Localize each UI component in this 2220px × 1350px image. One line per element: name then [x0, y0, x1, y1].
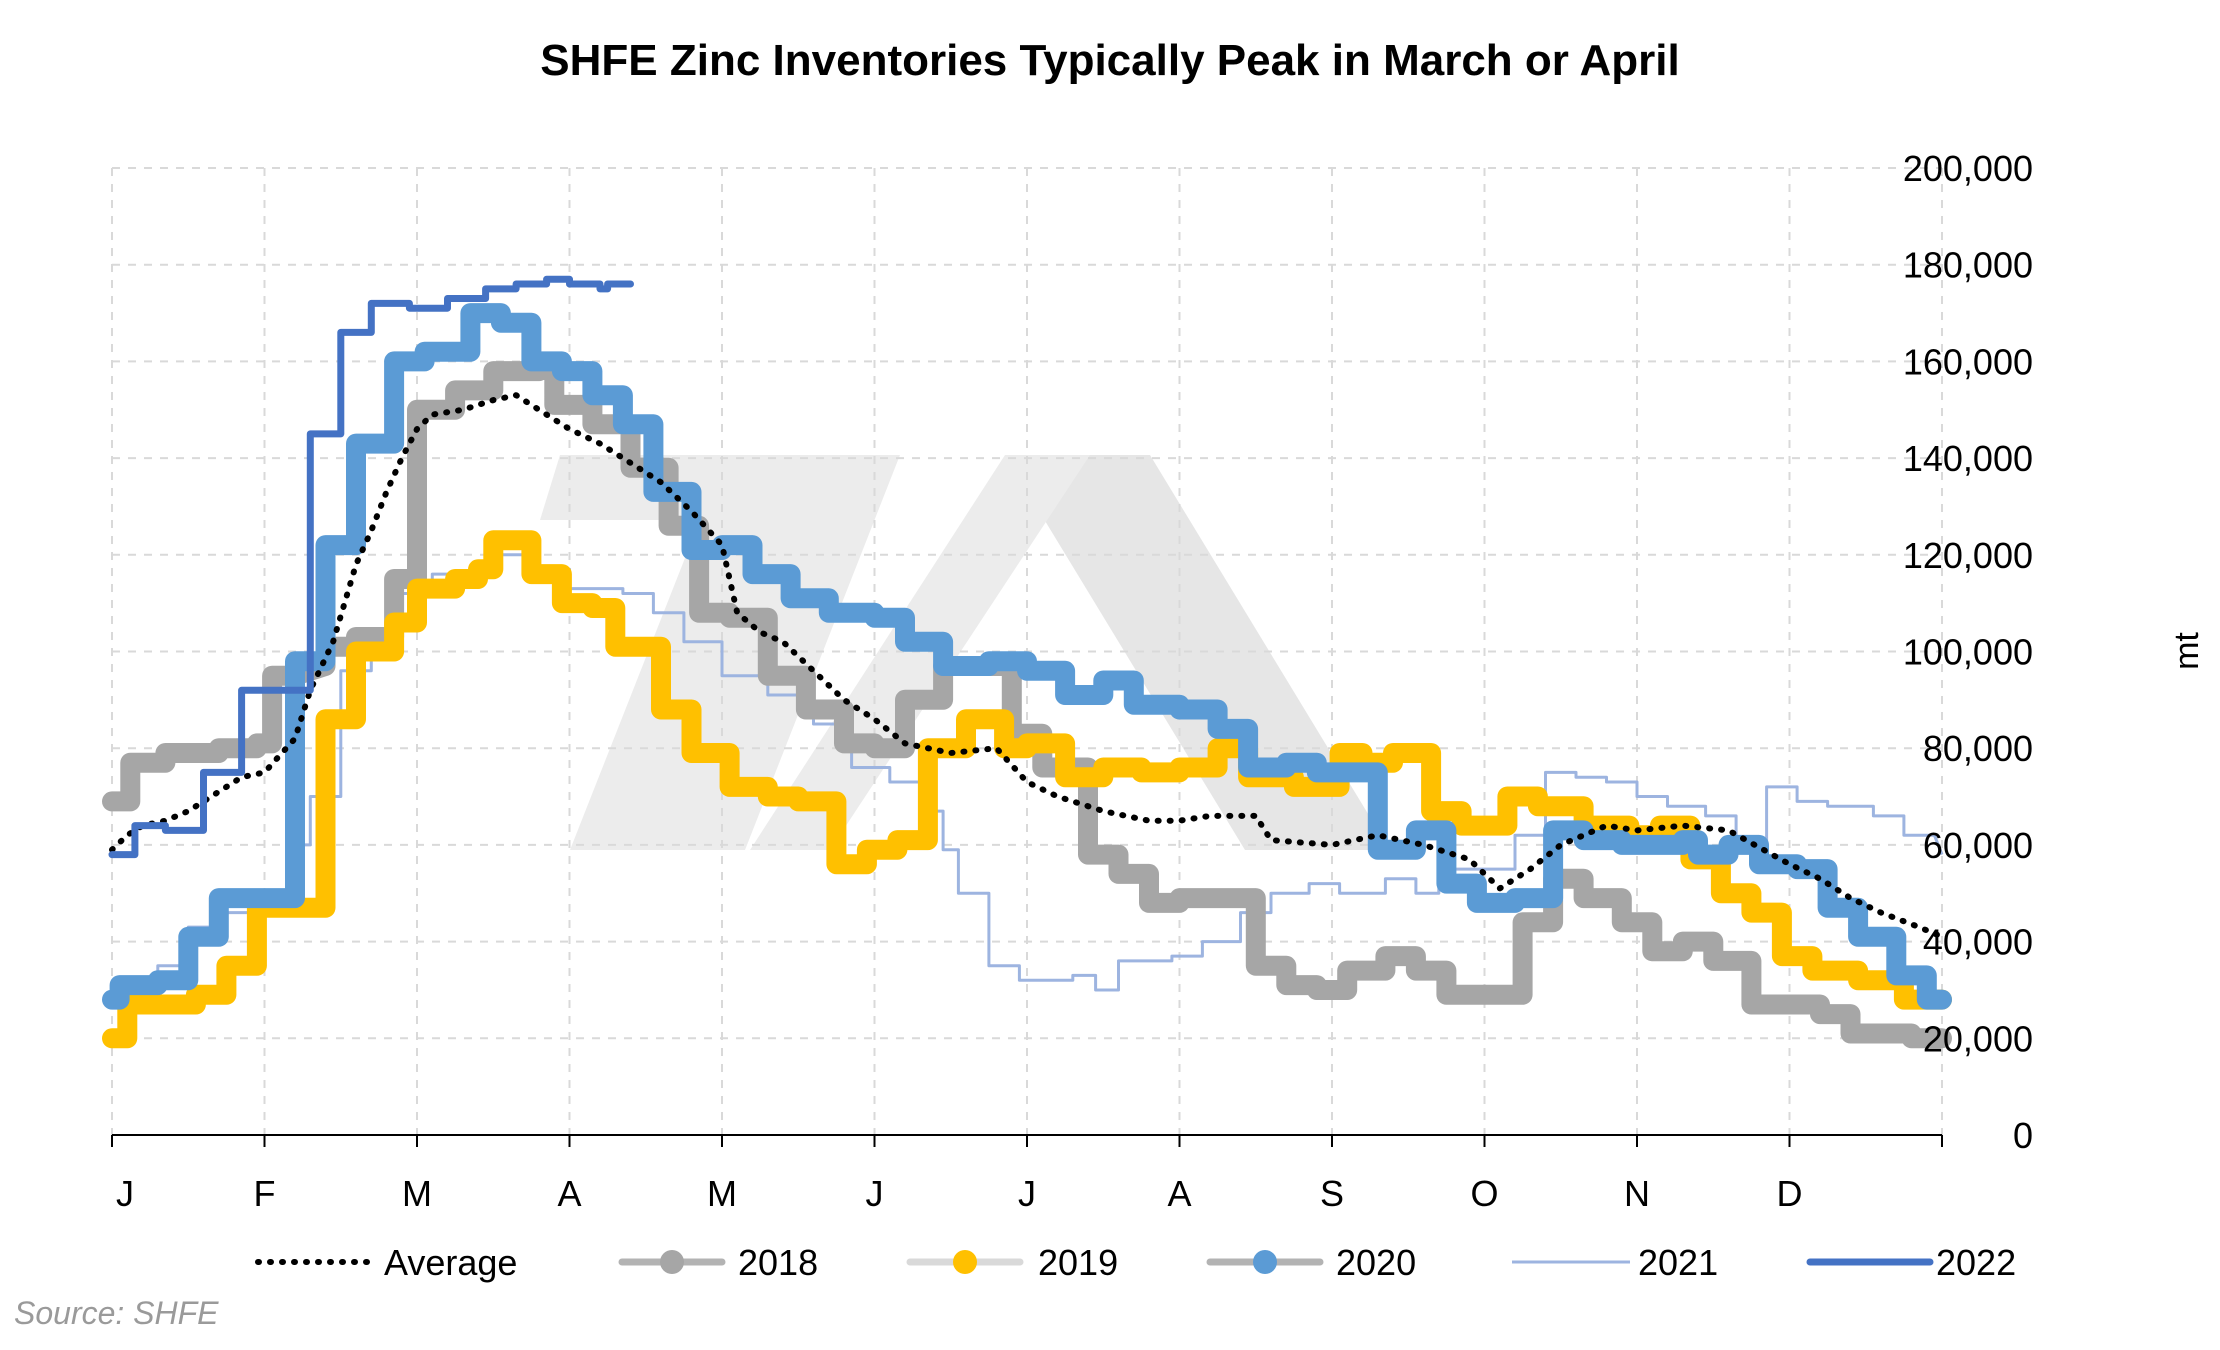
legend-label-2019: 2019 [1038, 1242, 1118, 1283]
legend-label-2018: 2018 [738, 1242, 818, 1283]
watermark-shape [1005, 455, 1390, 850]
x-tick-label: S [1320, 1173, 1344, 1214]
x-tick-label: D [1777, 1173, 1803, 1214]
y-tick-label: 0 [2013, 1115, 2033, 1156]
legend-label-2022: 2022 [1936, 1242, 2016, 1283]
series-layer [102, 275, 1952, 1049]
y-tick-label: 120,000 [1903, 535, 2033, 576]
x-tick-label: O [1470, 1173, 1498, 1214]
x-tick-label: A [1167, 1173, 1191, 1214]
x-tick-label: J [866, 1173, 884, 1214]
y-tick-label: 200,000 [1903, 148, 2033, 189]
legend-marker-2018 [660, 1250, 684, 1274]
chart-title: SHFE Zinc Inventories Typically Peak in … [540, 36, 1680, 85]
y-tick-label: 160,000 [1903, 341, 2033, 382]
series-line-2022 [108, 275, 634, 859]
x-tick-label: M [707, 1173, 737, 1214]
y-tick-label: 40,000 [1923, 922, 2033, 963]
x-tick-label: J [1018, 1173, 1036, 1214]
y-tick-label: 80,000 [1923, 728, 2033, 769]
x-tick-label: F [254, 1173, 276, 1214]
legend-label-average: Average [384, 1242, 517, 1283]
series-line-2019 [102, 530, 1952, 1049]
legend-label-2020: 2020 [1336, 1242, 1416, 1283]
legend-marker-2020 [1253, 1250, 1277, 1274]
x-tick-label: A [557, 1173, 581, 1214]
x-tick-label: J [116, 1173, 134, 1214]
legend-label-2021: 2021 [1638, 1242, 1718, 1283]
source-note: Source: SHFE [14, 1295, 219, 1331]
legend-marker-2019 [953, 1250, 977, 1274]
y-tick-labels: 0 20,000 40,000 60,000 80,000 100,000 120,000 1… [1903, 148, 2033, 1156]
series-line-average [109, 392, 1945, 940]
x-tick-label: N [1624, 1173, 1650, 1214]
y-tick-label: 180,000 [1903, 245, 2033, 286]
y-tick-label: 140,000 [1903, 438, 2033, 479]
axes [111, 1134, 1943, 1147]
x-tick-label: M [402, 1173, 432, 1214]
series-line-2020 [102, 303, 1952, 1010]
y-tick-label: 20,000 [1923, 1018, 2033, 1059]
legend: Average 2018 2019 2020 2021 2022 [255, 1242, 2016, 1283]
y-tick-label: 60,000 [1923, 825, 2033, 866]
y-axis-label: mt [2168, 632, 2206, 670]
y-tick-label: 100,000 [1903, 632, 2033, 673]
